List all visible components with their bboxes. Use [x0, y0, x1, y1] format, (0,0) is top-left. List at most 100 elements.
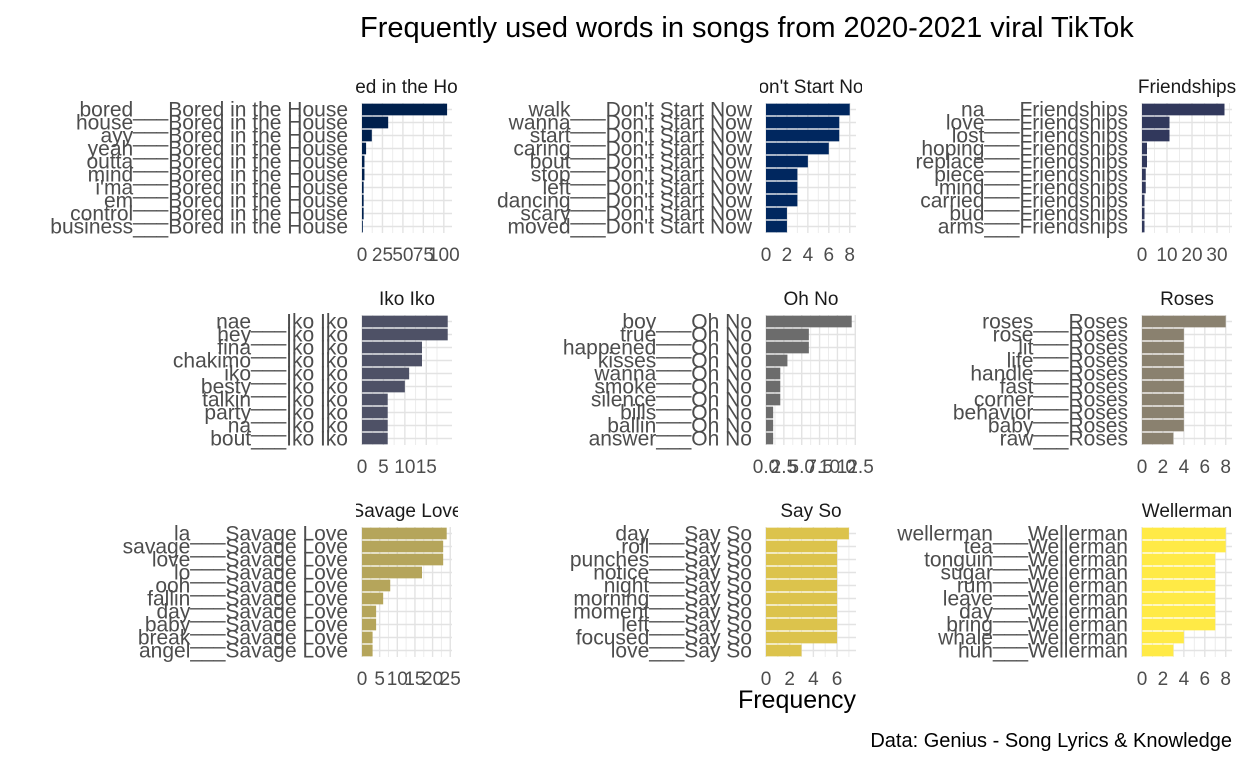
category-label: morning___Say So	[573, 588, 752, 611]
bar	[362, 527, 447, 540]
bar	[1142, 315, 1226, 328]
tick-label: 5.0	[789, 457, 815, 478]
tick-label: 4	[803, 245, 814, 266]
tick-label: 15	[416, 457, 437, 478]
facet-title: Say So	[780, 501, 841, 522]
category-label: hey___Iko Iko	[217, 324, 348, 347]
category-label: wanna___Don't Start Now	[508, 112, 753, 135]
bar	[362, 393, 388, 406]
category-label: arms___Friendships	[938, 216, 1128, 239]
facet-title: Iko Iko	[379, 289, 435, 310]
bar	[362, 432, 388, 445]
category-label: moment___Say So	[573, 601, 752, 624]
category-label: yeah___Bored in the House	[88, 138, 348, 161]
category-label: kisses___Oh No	[598, 350, 752, 373]
category-label: left___Don't Start Now	[543, 177, 753, 200]
category-label: na___Friendships	[961, 99, 1128, 122]
facet-title: Friendships	[1138, 77, 1236, 98]
tick-label: 25	[440, 669, 461, 690]
facet-panel: Wellerman wellerman___Wellermantea___Well…	[896, 501, 1232, 690]
bar	[1142, 328, 1184, 341]
category-label: happened___Oh No	[563, 337, 752, 360]
tick-label: 6	[1200, 457, 1211, 478]
bar	[766, 354, 788, 367]
bar	[1142, 406, 1184, 419]
bar	[766, 328, 809, 341]
tick-label: 50	[392, 245, 413, 266]
tick-label: 20	[1181, 245, 1202, 266]
bar	[766, 380, 781, 393]
category-label: start___Don't Start Now	[530, 125, 753, 148]
tick-label: 2	[1158, 669, 1169, 690]
tick-label: 5	[378, 457, 389, 478]
category-label: walk___Don't Start Now	[528, 99, 753, 122]
bar	[1142, 155, 1147, 168]
tick-label: 5	[374, 669, 385, 690]
bar	[1142, 341, 1184, 354]
category-label: ooh___Savage Love	[155, 575, 348, 598]
category-label: bud___Friendships	[949, 203, 1128, 226]
tick-label: 4	[1179, 669, 1190, 690]
category-label: party___Iko Iko	[204, 402, 348, 425]
bar	[766, 207, 787, 220]
tick-label: 75	[413, 245, 434, 266]
tick-label: 12.5	[837, 457, 874, 478]
bar	[362, 116, 389, 129]
bar	[362, 380, 405, 393]
bar	[362, 341, 422, 354]
category-label: rose___Roses	[993, 324, 1128, 347]
category-label: true___Oh No	[620, 324, 752, 347]
category-label: mind___Friendships	[939, 177, 1128, 200]
bar	[766, 142, 829, 155]
category-label: focused___Say So	[576, 627, 752, 650]
category-label: roses___Roses	[982, 311, 1128, 334]
category-label: scary___Don't Start Now	[520, 203, 752, 226]
tick-label: 0	[357, 669, 368, 690]
category-label: na___Iko Iko	[228, 415, 348, 438]
bar	[362, 103, 448, 116]
category-label: life___Roses	[1007, 350, 1128, 373]
bar	[362, 644, 373, 657]
caption: Data: Genius - Song Lyrics & Knowledge	[870, 730, 1232, 752]
category-label: punches___Say So	[570, 549, 752, 572]
category-label: raw___Roses	[1000, 428, 1128, 451]
category-label: dancing___Don't Start Now	[497, 190, 753, 213]
category-label: leave___Wellerman	[943, 588, 1128, 611]
category-label: handle___Roses	[970, 363, 1128, 386]
tick-label: 4	[1179, 457, 1190, 478]
bar	[1142, 103, 1225, 116]
bar	[1142, 367, 1184, 380]
bar	[766, 181, 798, 194]
bar	[766, 432, 774, 445]
tick-label: 8	[844, 245, 855, 266]
tick-label: 20	[422, 669, 443, 690]
category-label: caring___Don't Start Now	[513, 138, 752, 161]
tick-label: 6	[824, 245, 835, 266]
category-label: corner___Roses	[974, 389, 1128, 412]
category-label: bout___Iko Iko	[210, 428, 348, 451]
category-label: silence___Oh No	[591, 389, 752, 412]
category-label: answer___Oh No	[589, 428, 752, 451]
category-label: outta___Bored in the House	[86, 151, 348, 174]
category-label: i'ma___Bored in the House	[95, 177, 348, 200]
facet-title: Don't Start Now	[745, 77, 878, 98]
bar	[766, 103, 850, 116]
category-label: wellerman___Wellerman	[896, 523, 1128, 546]
category-label: left___Say So	[621, 614, 752, 637]
facet-panel: Roses roses___Rosesrose___Roseslit___Rose…	[953, 289, 1232, 478]
category-label: stop___Don't Start Now	[531, 164, 753, 187]
category-label: sugar___Wellerman	[940, 562, 1128, 585]
category-label: house___Bored in the House	[76, 112, 348, 135]
tick-label: 0	[1137, 245, 1148, 266]
category-label: day___Wellerman	[959, 601, 1128, 624]
bar	[362, 406, 388, 419]
facet-title: Bored in the House	[326, 77, 489, 98]
category-label: bout___Don't Start Now	[530, 151, 753, 174]
bar	[766, 605, 838, 618]
tick-label: 8	[1220, 669, 1231, 690]
bar	[1142, 220, 1145, 233]
